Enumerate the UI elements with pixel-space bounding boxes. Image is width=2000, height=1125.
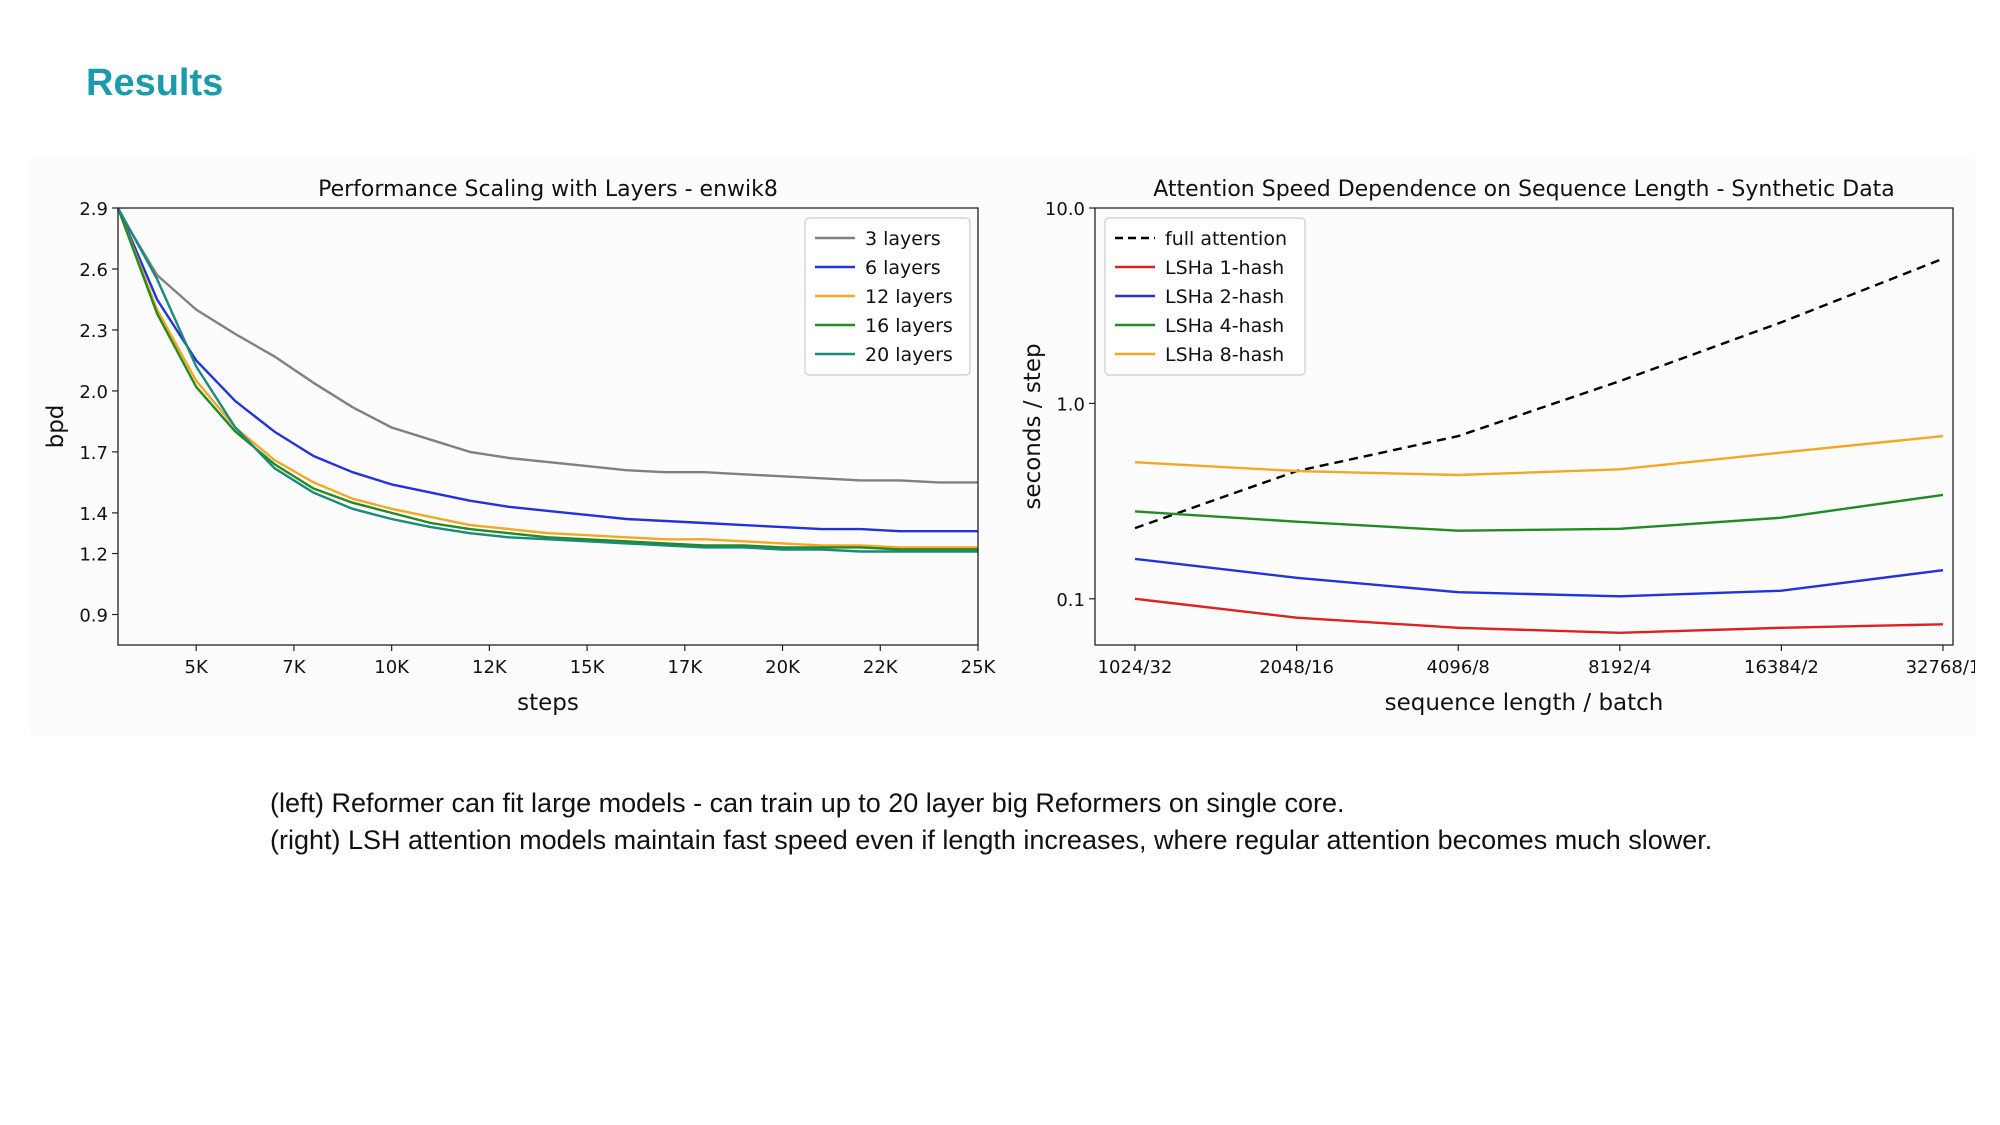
legend-label: LSHa 8-hash [1165,344,1284,366]
x-tick-label: 8192/4 [1588,657,1651,678]
x-tick-label: 7K [282,657,306,678]
x-tick-label: 25K [961,657,997,678]
series-line [1134,597,1944,634]
x-tick-label: 16384/2 [1744,657,1819,678]
attention-speed-chart: Attention Speed Dependence on Sequence L… [1005,155,1975,735]
y-tick-label: 10.0 [1045,199,1085,220]
series-line [116,207,978,533]
series-line [116,209,978,484]
series-line [1134,257,1944,530]
x-tick-label: 12K [472,657,508,678]
y-tick-label: 2.6 [79,260,108,281]
series-line [1134,557,1944,598]
series-line [116,207,978,553]
series-line [116,207,978,549]
plot-frame [117,207,979,646]
x-tick-label: 32768/1 [1906,657,1975,678]
y-tick-label: 0.1 [1056,590,1085,611]
legend-label: 16 layers [865,315,953,337]
slide-title: Results [86,62,224,104]
x-tick-label: 5K [185,657,209,678]
y-axis-label: seconds / step [1020,343,1046,509]
caption-right: (right) LSH attention models maintain fa… [270,825,1713,855]
x-tick-label: 1024/32 [1098,657,1173,678]
x-axis-label: steps [517,690,579,716]
caption-left: (left) Reformer can fit large models - c… [270,788,1345,818]
legend-label: LSHa 1-hash [1165,257,1284,279]
x-tick-label: 10K [374,657,410,678]
chart-title: Attention Speed Dependence on Sequence L… [1153,177,1895,202]
y-tick-label: 2.0 [79,382,108,403]
layers-chart-svg: Performance Scaling with Layers - enwik8… [43,177,997,716]
series-line [1134,493,1944,532]
legend-label: LSHa 4-hash [1165,315,1284,337]
legend-label: full attention [1165,228,1287,250]
x-axis-label: sequence length / batch [1385,690,1664,716]
y-axis-label: bpd [43,405,69,449]
x-tick-label: 2048/16 [1259,657,1334,678]
x-tick-label: 20K [765,657,801,678]
figure-caption: (left) Reformer can fit large models - c… [270,785,1712,859]
y-tick-label: 1.2 [79,545,108,566]
legend-box [1104,217,1306,376]
legend-label: 12 layers [865,286,953,308]
legend-box [804,217,971,376]
legend-label: 3 layers [865,228,941,250]
legend-label: 20 layers [865,344,953,366]
attention-speed-chart-svg: Attention Speed Dependence on Sequence L… [1020,177,1975,716]
chart-title: Performance Scaling with Layers - enwik8 [318,177,778,202]
plot-frame [1094,207,1954,646]
y-tick-label: 1.0 [1056,394,1085,415]
x-tick-label: 17K [667,657,703,678]
y-tick-label: 2.3 [79,321,108,342]
y-tick-label: 2.9 [79,199,108,220]
x-tick-label: 4096/8 [1427,657,1490,678]
y-tick-label: 1.4 [79,504,108,525]
y-tick-label: 0.9 [79,606,108,627]
legend-label: LSHa 2-hash [1165,286,1284,308]
legend-label: 6 layers [865,257,941,279]
y-tick-label: 1.7 [79,443,108,464]
series-line [1134,434,1944,477]
x-tick-label: 15K [570,657,606,678]
x-tick-label: 22K [863,657,899,678]
layers-chart: Performance Scaling with Layers - enwik8… [30,155,1005,735]
